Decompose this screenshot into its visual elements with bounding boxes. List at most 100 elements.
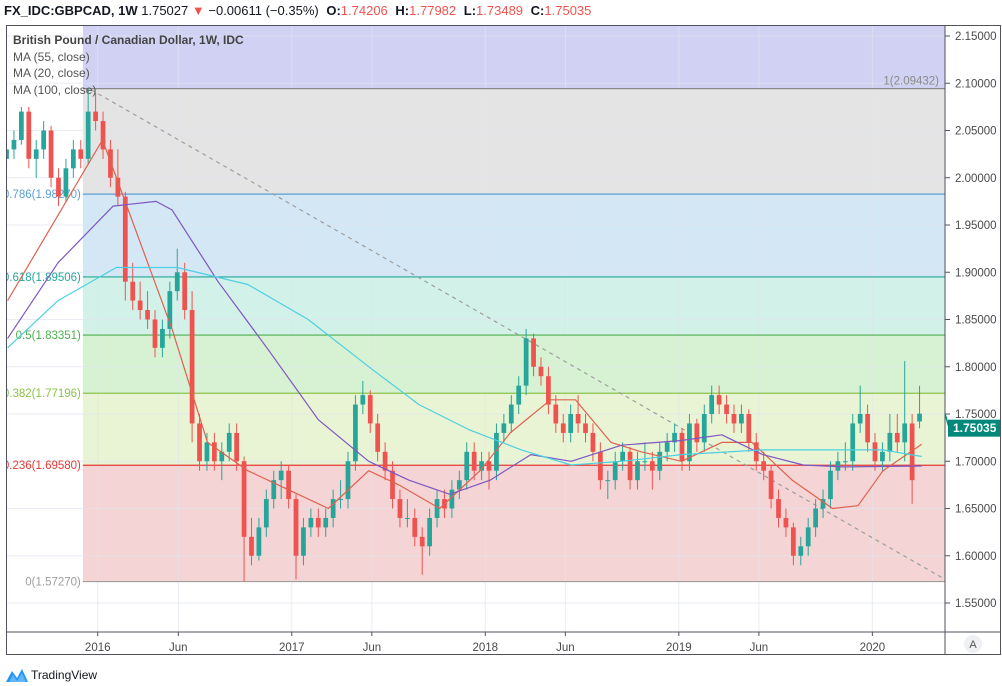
candle-body <box>182 272 188 311</box>
last-price: 1.75027 <box>141 3 189 18</box>
time-tick-label: 2020 <box>860 642 886 654</box>
price-tick-label: 1.75000 <box>955 409 997 421</box>
price-tick-label: 1.55000 <box>955 598 997 610</box>
legend-ma55[interactable]: MA (55, close) <box>13 49 90 64</box>
ma-line <box>7 266 922 466</box>
candle <box>85 88 91 164</box>
legend-ma20[interactable]: MA (20, close) <box>13 66 90 80</box>
candle-body <box>894 432 900 443</box>
candle <box>122 191 128 301</box>
candle-body <box>78 149 84 159</box>
candle-body <box>189 310 195 424</box>
candle <box>553 395 559 433</box>
candle <box>501 414 507 443</box>
candle-body <box>768 470 774 500</box>
candle <box>657 442 663 481</box>
candle-body <box>263 499 269 528</box>
candle <box>382 442 388 481</box>
candle-body <box>887 432 893 452</box>
candle <box>367 390 373 433</box>
candle <box>330 489 336 528</box>
candle-body <box>909 423 915 481</box>
fib-level-label: 0.618(1.89506) <box>6 272 81 284</box>
ma-line <box>7 139 923 510</box>
candle <box>605 470 611 500</box>
candle <box>182 262 188 320</box>
candle-body <box>568 414 574 433</box>
candle-body <box>605 480 611 482</box>
candle-body <box>353 404 358 462</box>
candle <box>404 499 410 528</box>
candle-body <box>382 451 388 471</box>
candle <box>249 517 254 566</box>
chart-legend: British Pound / Canadian Dollar, 1W, IDC… <box>13 32 244 98</box>
candle-body <box>783 517 789 528</box>
price-chart[interactable]: 1(2.09432) 0.786(1.98270) 0.618(1.89506) 0.… <box>6 25 1001 655</box>
time-tick-label: 2019 <box>666 642 692 654</box>
candle <box>108 139 113 188</box>
candle-body <box>739 414 744 424</box>
candle-body <box>828 470 833 500</box>
candle-body <box>597 451 603 481</box>
candle <box>256 517 262 561</box>
candle <box>479 451 484 481</box>
tradingview-logo[interactable]: TradingView <box>6 668 97 682</box>
candle <box>434 489 440 528</box>
candle <box>78 139 84 169</box>
auto-scale-button-bg <box>964 635 982 653</box>
current-price-tag <box>948 419 1001 437</box>
candle <box>241 456 247 582</box>
candle-body <box>642 461 648 463</box>
candle-body <box>338 499 343 501</box>
candle <box>523 328 529 396</box>
candle-body <box>412 517 418 537</box>
close-value: 1.75035 <box>544 3 592 18</box>
low-label: L: <box>463 3 477 18</box>
candle-body <box>286 470 291 500</box>
candle-body <box>516 385 522 405</box>
time-tick-label: Jun <box>750 642 769 654</box>
candle-body <box>761 461 767 471</box>
candle-body <box>813 508 819 528</box>
candle <box>701 404 707 452</box>
close-label: C: <box>530 3 545 18</box>
candle <box>360 380 366 414</box>
candle-body <box>672 432 677 443</box>
candle <box>419 527 425 575</box>
candle-body <box>486 461 492 471</box>
candle-body <box>174 272 180 292</box>
fib-level-label: 0.382(1.77196) <box>6 388 81 400</box>
candle-body <box>494 432 499 471</box>
high-value: 1.77982 <box>409 3 457 18</box>
candle <box>26 106 32 169</box>
candle <box>687 414 692 471</box>
candle <box>538 357 544 386</box>
candle <box>315 508 321 537</box>
open-label: O: <box>326 3 341 18</box>
candle <box>263 489 269 537</box>
candle-body <box>360 395 366 405</box>
candle <box>456 470 462 500</box>
candle-body <box>48 130 54 178</box>
candle <box>189 291 195 443</box>
down-arrow-icon: ▼ <box>191 3 205 18</box>
symbol-name: FX_IDC:GBPCAD, 1W <box>4 3 138 18</box>
price-tick-label: 1.95000 <box>955 220 997 232</box>
candle <box>137 281 143 320</box>
candle-body <box>145 310 150 320</box>
candle-body <box>820 499 826 509</box>
candle <box>427 508 433 556</box>
legend-ma100[interactable]: MA (100, close) <box>13 82 97 97</box>
candle <box>494 423 499 481</box>
candle-body <box>434 499 440 518</box>
auto-scale-button[interactable]: A <box>964 635 982 653</box>
candle <box>508 395 514 433</box>
candle <box>872 432 878 471</box>
candle <box>546 366 551 414</box>
candle <box>805 517 811 556</box>
candle-body <box>404 517 410 519</box>
candle <box>850 414 856 471</box>
candle-body <box>746 414 752 443</box>
candle <box>70 139 76 178</box>
candle-body <box>330 499 336 518</box>
